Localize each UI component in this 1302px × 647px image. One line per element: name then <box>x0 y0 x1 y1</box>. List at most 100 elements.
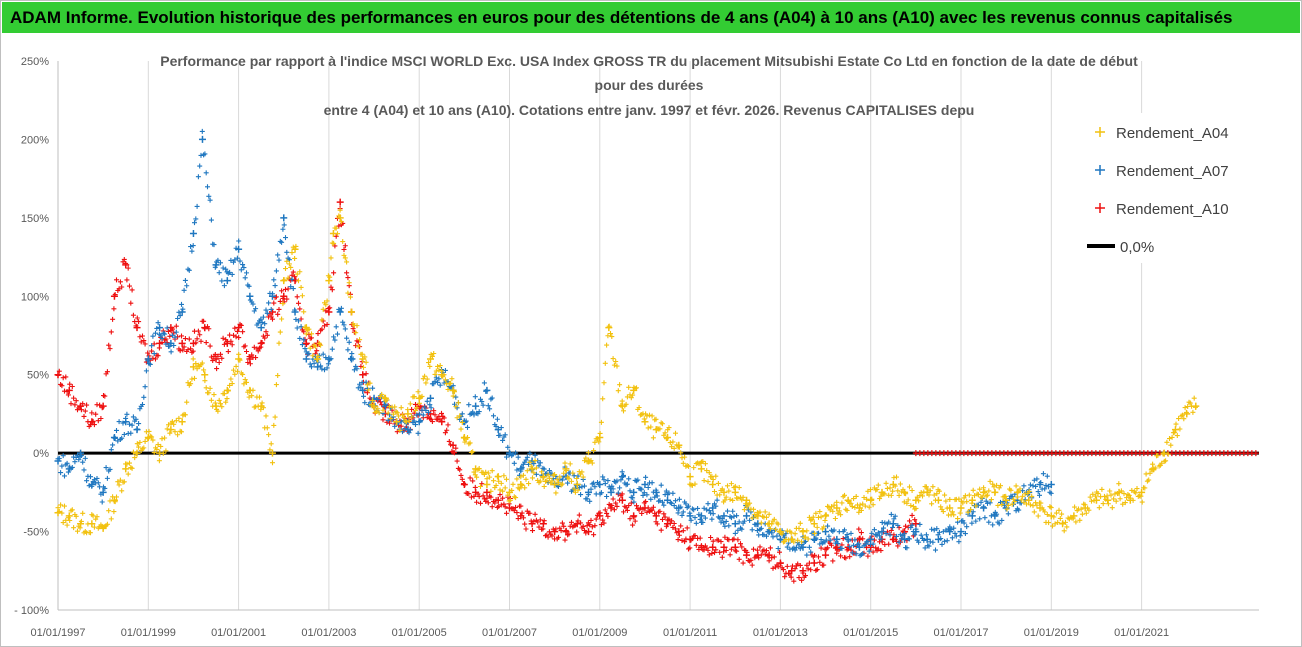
data-point-fill <box>258 316 264 322</box>
data-point-fill <box>340 239 346 245</box>
data-point-fill <box>909 522 915 528</box>
data-point-fill <box>766 558 772 564</box>
data-point-fill <box>988 513 994 519</box>
data-point-fill <box>936 488 942 494</box>
data-point-fill <box>246 283 252 289</box>
data-point-fill <box>60 375 66 381</box>
data-point-fill <box>692 533 698 539</box>
data-point-fill <box>363 359 369 365</box>
data-point-fill <box>173 329 179 335</box>
data-point-fill <box>95 480 101 486</box>
data-point-fill <box>725 508 730 514</box>
data-point-fill <box>735 537 741 543</box>
data-point-fill <box>527 450 533 456</box>
data-point-fill <box>639 486 645 492</box>
data-point-fill <box>71 525 77 531</box>
data-point-fill <box>380 407 386 413</box>
data-point-fill <box>674 530 680 536</box>
data-point-fill <box>158 443 164 449</box>
data-point-fill <box>1034 502 1040 508</box>
data-point-fill <box>267 447 273 453</box>
data-point-fill <box>263 307 269 313</box>
data-point-fill <box>519 510 525 516</box>
data-point-fill <box>232 325 238 331</box>
data-point-fill <box>167 430 173 436</box>
data-point-fill <box>465 424 470 430</box>
data-point-fill <box>459 419 465 425</box>
data-point-fill <box>415 430 421 436</box>
data-point-fill <box>441 372 447 378</box>
data-point-fill <box>449 376 455 382</box>
data-point-fill <box>831 527 837 533</box>
data-point-fill <box>128 300 134 306</box>
data-point-fill <box>189 248 195 254</box>
data-point <box>697 465 705 473</box>
data-point-fill <box>173 323 179 329</box>
data-point-fill <box>558 528 564 534</box>
data-point-fill <box>797 520 803 526</box>
data-point-fill <box>1021 483 1027 489</box>
data-point-fill <box>588 517 594 523</box>
data-point-fill <box>728 515 734 521</box>
data-point-fill <box>848 530 854 536</box>
data-point-fill <box>931 492 937 498</box>
data-point-fill <box>129 422 135 428</box>
data-point-fill <box>882 491 888 497</box>
legend-item-a10: Rendement_A10 <box>1095 201 1229 218</box>
data-point-fill <box>678 504 684 510</box>
data-point-fill <box>821 562 827 568</box>
data-point-fill <box>423 380 429 386</box>
data-point-fill <box>1021 499 1027 505</box>
data-point-fill <box>621 472 626 478</box>
data-point-fill <box>891 475 897 481</box>
data-point-fill <box>1056 507 1062 513</box>
data-point-fill <box>584 496 590 502</box>
data-point-fill <box>653 416 659 422</box>
data-point-fill <box>1009 494 1015 500</box>
data-point-fill <box>493 482 499 488</box>
data-point-fill <box>523 526 529 532</box>
data-point-fill <box>624 481 630 487</box>
legend-marker-a10 <box>1095 203 1105 213</box>
data-point-fill <box>582 458 587 464</box>
data-point-fill <box>290 269 296 275</box>
data-point-fill <box>1122 500 1128 506</box>
data-point-fill <box>702 461 708 467</box>
data-point-fill <box>891 516 897 522</box>
data-point <box>393 418 401 426</box>
data-point-fill <box>470 409 476 415</box>
data-point-fill <box>648 496 654 502</box>
data-point-fill <box>303 331 309 337</box>
data-point-fill <box>163 341 169 347</box>
data-point-fill <box>337 308 343 314</box>
data-point-fill <box>111 306 117 312</box>
data-point-fill <box>253 355 259 361</box>
data-point-fill <box>640 506 646 512</box>
data-point-fill <box>652 494 658 500</box>
data-point-fill <box>943 498 949 504</box>
data-point-fill <box>350 326 356 332</box>
data-point-fill <box>448 380 454 386</box>
data-point-fill <box>489 504 495 510</box>
data-point-fill <box>600 474 606 480</box>
data-point-fill <box>834 536 840 542</box>
data-point-fill <box>370 398 376 404</box>
data-point-fill <box>362 400 368 406</box>
data-point-fill <box>805 566 811 572</box>
data-point-fill <box>354 366 360 372</box>
data-point-fill <box>660 421 665 427</box>
data-point-fill <box>838 553 844 559</box>
data-point-fill <box>897 532 903 538</box>
data-point-fill <box>1190 409 1196 415</box>
data-point-fill <box>896 492 902 498</box>
data-point <box>731 520 739 528</box>
data-point-fill <box>468 494 474 500</box>
data-point-fill <box>363 379 369 385</box>
data-point-fill <box>523 457 529 463</box>
data-point-fill <box>329 346 335 352</box>
data-point-fill <box>900 487 906 493</box>
data-point-fill <box>662 514 668 520</box>
data-point-fill <box>498 480 504 486</box>
data-point <box>198 135 206 143</box>
data-point-fill <box>728 546 734 552</box>
